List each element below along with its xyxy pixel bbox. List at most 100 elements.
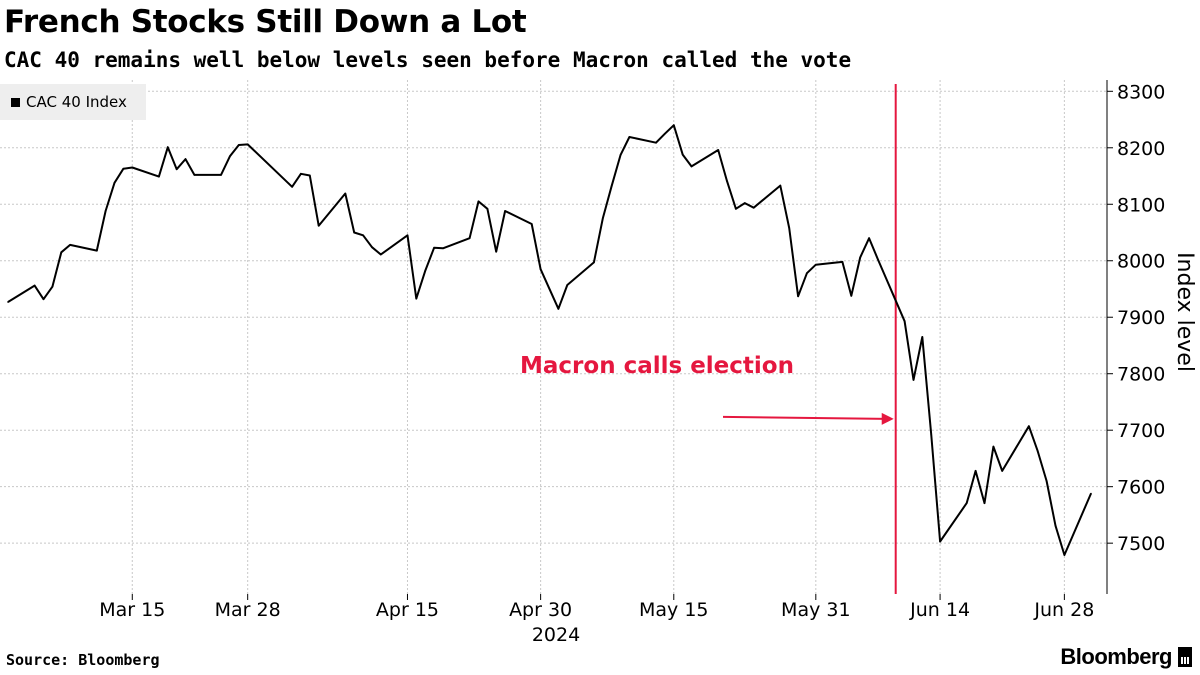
data-point xyxy=(717,149,719,151)
y-axis: 7500 7600 7700 7800 7900 8000 8100 8200 8300 xyxy=(1106,80,1165,594)
data-point xyxy=(690,165,693,168)
data-point xyxy=(797,295,799,298)
data-point xyxy=(184,158,187,160)
data-point xyxy=(309,174,311,177)
source-note: Source: Bloomberg xyxy=(6,651,160,669)
data-point xyxy=(779,184,782,187)
data-point xyxy=(371,246,373,248)
data-point xyxy=(415,297,418,300)
data-point xyxy=(673,124,675,126)
data-point xyxy=(238,144,240,146)
data-point xyxy=(655,141,657,144)
series-layer xyxy=(7,124,1092,556)
data-point xyxy=(229,155,231,158)
data-point xyxy=(1001,470,1003,472)
x-tick-label: May 31 xyxy=(781,599,851,621)
data-point xyxy=(220,174,222,176)
chart-title: French Stocks Still Down a Lot xyxy=(4,4,527,40)
legend-label: CAC 40 Index xyxy=(26,93,127,111)
chart-subtitle: CAC 40 remains well below levels seen be… xyxy=(4,48,852,72)
legend: CAC 40 Index xyxy=(0,84,146,120)
data-point xyxy=(815,263,817,266)
data-point xyxy=(300,173,302,175)
y-tick-label: 7800 xyxy=(1117,364,1165,386)
data-point xyxy=(51,285,54,288)
annotation-arrow-head xyxy=(881,412,894,425)
data-point xyxy=(1063,554,1066,556)
data-point xyxy=(1054,524,1057,527)
data-point xyxy=(504,210,506,212)
data-point xyxy=(593,261,595,264)
data-point xyxy=(477,200,480,203)
data-point xyxy=(912,379,915,381)
legend-swatch xyxy=(11,97,20,107)
x-tick-label: Jun 14 xyxy=(909,599,970,621)
x-tick-label: Mar 28 xyxy=(215,599,281,621)
y-tick-label: 8100 xyxy=(1117,194,1165,216)
data-point xyxy=(530,223,533,225)
y-tick-label: 8200 xyxy=(1117,138,1165,160)
data-point xyxy=(104,210,107,212)
bar-chart-icon xyxy=(1178,647,1192,667)
data-point xyxy=(610,185,613,187)
data-point xyxy=(1028,425,1030,428)
data-point xyxy=(877,258,879,261)
data-point xyxy=(1045,480,1048,482)
data-point xyxy=(495,250,498,253)
x-tick-label: May 15 xyxy=(639,599,709,621)
data-point xyxy=(131,166,134,169)
data-point xyxy=(788,227,790,229)
data-point xyxy=(193,174,196,176)
data-point xyxy=(566,284,569,286)
data-point xyxy=(167,146,169,148)
data-point xyxy=(406,234,409,237)
data-point xyxy=(850,295,853,297)
data-point xyxy=(992,445,995,448)
data-point xyxy=(1090,492,1092,495)
data-point xyxy=(317,224,320,227)
data-point xyxy=(930,433,932,436)
data-point xyxy=(291,186,293,188)
data-point xyxy=(744,202,746,204)
brand-name: Bloomberg xyxy=(1060,644,1172,669)
data-point xyxy=(433,247,435,249)
annotation-arrow-line xyxy=(722,415,886,420)
data-point xyxy=(7,301,9,303)
x-axis-year-label: 2024 xyxy=(532,624,580,646)
data-point xyxy=(868,237,870,239)
annotation-label: Macron calls election xyxy=(520,353,794,379)
data-point xyxy=(602,217,604,220)
data-point xyxy=(486,208,489,210)
y-tick-label: 8000 xyxy=(1117,251,1165,273)
data-point xyxy=(1036,450,1039,452)
data-point xyxy=(726,180,728,182)
y-tick-label: 7900 xyxy=(1117,307,1165,329)
data-point xyxy=(752,206,755,209)
annotations: Macron calls election xyxy=(520,84,897,594)
x-tick-label: Apr 30 xyxy=(509,599,572,621)
data-point xyxy=(424,270,427,272)
y-tick-label: 7700 xyxy=(1117,420,1165,442)
data-point xyxy=(681,153,684,156)
data-point xyxy=(903,320,906,323)
data-point xyxy=(380,253,382,256)
data-point xyxy=(628,136,631,138)
data-point xyxy=(735,208,737,210)
data-point xyxy=(353,231,356,234)
y-tick-label: 7600 xyxy=(1117,477,1165,499)
data-point xyxy=(806,272,808,275)
x-tick-label: Mar 15 xyxy=(99,599,165,621)
data-point xyxy=(841,261,844,263)
data-point xyxy=(921,336,924,338)
data-point xyxy=(122,167,125,170)
data-point xyxy=(69,244,71,246)
data-point xyxy=(344,192,347,195)
data-point xyxy=(60,251,63,254)
y-axis-label: Index level xyxy=(1172,252,1197,372)
data-point xyxy=(175,168,178,170)
data-point xyxy=(158,175,160,178)
x-axis: Mar 15 Mar 28 Apr 15 Apr 30 May 15 May 31 Jun … xyxy=(99,594,1094,621)
data-point xyxy=(362,234,364,237)
data-point xyxy=(246,143,249,146)
data-point xyxy=(557,308,560,310)
